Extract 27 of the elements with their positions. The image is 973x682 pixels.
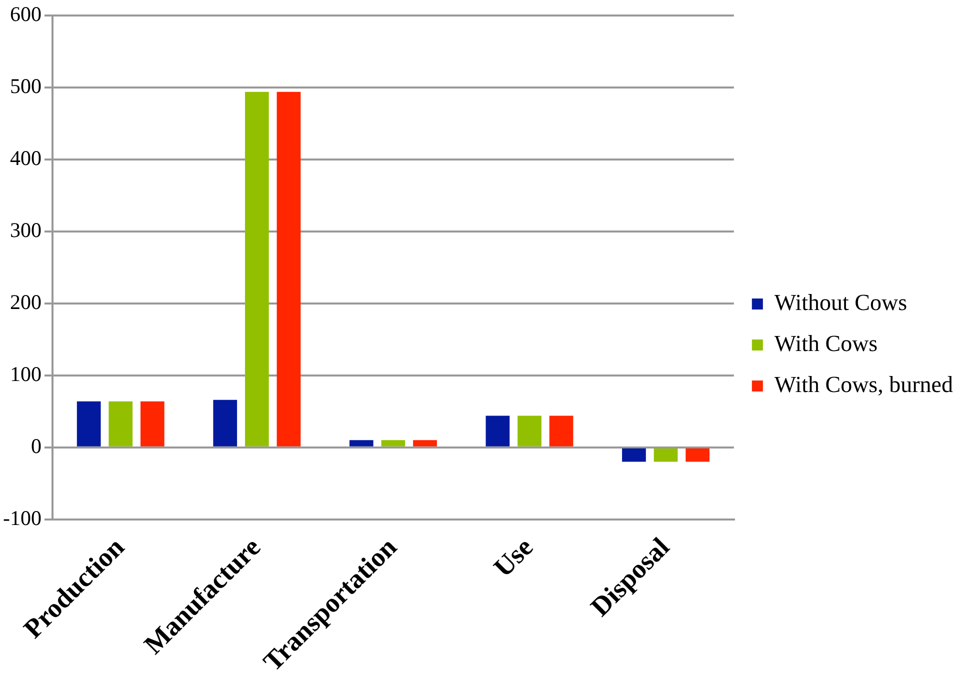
y-tick-label: 600 bbox=[10, 2, 42, 26]
bar bbox=[686, 448, 710, 462]
y-tick-label: 0 bbox=[30, 434, 42, 458]
y-tick-label: -100 bbox=[2, 506, 42, 530]
bar bbox=[622, 448, 646, 462]
bar bbox=[244, 92, 269, 446]
bar bbox=[413, 440, 437, 446]
legend-label: Without Cows bbox=[774, 290, 908, 316]
y-tick-label: 300 bbox=[10, 218, 42, 242]
x-tick-label: Use bbox=[488, 532, 539, 583]
y-tick-label: 200 bbox=[10, 290, 42, 314]
bar bbox=[349, 440, 374, 446]
bar bbox=[381, 440, 406, 446]
bar bbox=[486, 416, 510, 446]
bar bbox=[518, 416, 542, 446]
bar bbox=[108, 401, 133, 446]
legend-label: With Cows, burned bbox=[774, 372, 954, 398]
legend-label: With Cows bbox=[774, 331, 878, 356]
bar bbox=[76, 401, 101, 446]
bar bbox=[654, 448, 678, 462]
bar bbox=[276, 92, 301, 446]
y-tick-label: 500 bbox=[10, 74, 42, 98]
bar bbox=[140, 401, 164, 446]
bar bbox=[213, 400, 238, 446]
y-tick-label: 400 bbox=[10, 146, 42, 170]
y-tick-label: 100 bbox=[10, 362, 42, 386]
bar bbox=[549, 416, 574, 446]
